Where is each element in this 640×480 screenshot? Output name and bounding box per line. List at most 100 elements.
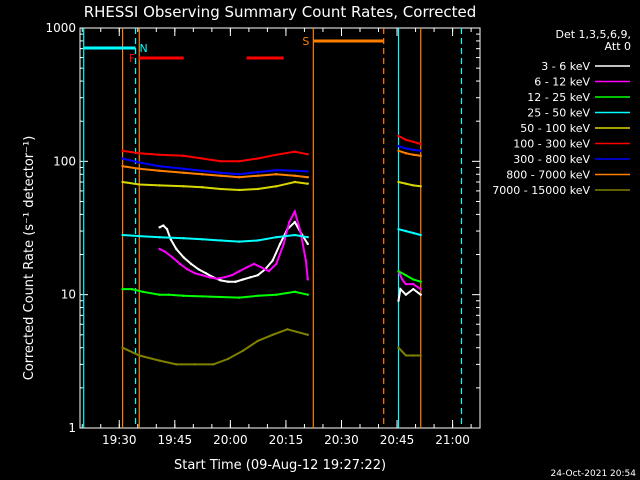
- data-point: [412, 231, 415, 235]
- data-point: [419, 149, 422, 152]
- data-point: [121, 346, 124, 349]
- data-point: [238, 176, 241, 179]
- data-point: [404, 282, 408, 286]
- data-point: [397, 227, 400, 231]
- data-point: [419, 287, 422, 291]
- data-point: [182, 167, 185, 170]
- data-point: [201, 238, 204, 241]
- data-point: [158, 164, 161, 168]
- data-point: [138, 183, 141, 186]
- series-line: [398, 145, 421, 152]
- data-point: [397, 144, 400, 148]
- x-tick-label: 20:15: [269, 433, 304, 447]
- data-point: [189, 262, 193, 266]
- data-point: [249, 276, 252, 279]
- data-point: [256, 174, 259, 177]
- data-point: [293, 290, 297, 294]
- data-point: [223, 276, 226, 279]
- series-line: [122, 328, 309, 366]
- data-point: [219, 279, 222, 282]
- data-point: [138, 161, 141, 164]
- data-point: [138, 152, 141, 155]
- data-point: [238, 296, 241, 299]
- data-point: [121, 287, 124, 291]
- data-point: [293, 210, 297, 213]
- data-point: [404, 138, 408, 142]
- plot-frame: [79, 27, 481, 429]
- data-point: [293, 180, 297, 184]
- data-point: [215, 277, 219, 280]
- data-point: [256, 339, 259, 343]
- data-point: [238, 160, 241, 163]
- data-point: [182, 171, 185, 175]
- data-point: [238, 188, 241, 192]
- timestamp: 24-Oct-2021 20:54: [551, 469, 637, 479]
- legend-label: 50 - 100 keV: [520, 122, 590, 135]
- data-point: [201, 173, 204, 176]
- data-point: [404, 152, 408, 155]
- data-point: [182, 237, 185, 240]
- data-point: [404, 354, 408, 357]
- data-point: [226, 357, 230, 361]
- data-point: [278, 242, 282, 246]
- data-point: [412, 140, 415, 144]
- data-point: [397, 299, 400, 302]
- data-point: [419, 354, 422, 357]
- data-point: [182, 154, 185, 158]
- data-point: [241, 349, 245, 352]
- data-point: [412, 184, 415, 187]
- data-point: [412, 282, 415, 286]
- data-point: [306, 242, 309, 246]
- data-point: [238, 240, 241, 243]
- data-point: [256, 294, 259, 298]
- data-point: [282, 242, 285, 246]
- data-point: [267, 269, 271, 273]
- chart-title: RHESSI Observing Summary Count Rates, Co…: [84, 3, 477, 21]
- data-point: [219, 295, 222, 299]
- data-point: [158, 247, 161, 251]
- legend-label: 100 - 300 keV: [513, 138, 590, 151]
- data-point: [175, 363, 178, 366]
- data-point: [275, 168, 278, 172]
- data-point: [404, 147, 408, 150]
- data-point: [245, 266, 248, 269]
- data-point: [412, 153, 415, 156]
- series-line: [398, 149, 421, 157]
- data-point: [182, 256, 185, 259]
- legend-label: 7000 - 15000 keV: [492, 184, 590, 197]
- data-point: [234, 280, 237, 283]
- data-point: [288, 220, 291, 224]
- data-point: [293, 233, 297, 237]
- data-point: [306, 176, 309, 179]
- data-point: [230, 273, 234, 277]
- data-point: [404, 293, 408, 296]
- data-point: [306, 278, 309, 281]
- data-point: [208, 276, 211, 279]
- legend-label: 25 - 50 keV: [527, 107, 590, 120]
- data-point: [256, 187, 259, 191]
- data-point: [162, 224, 165, 227]
- x-tick-label: 19:45: [158, 433, 193, 447]
- data-point: [412, 354, 415, 357]
- data-point: [130, 287, 134, 291]
- data-point: [293, 169, 297, 172]
- data-point: [158, 293, 161, 296]
- legend-header: Det 1,3,5,6,9,Att 0: [555, 28, 631, 53]
- data-point: [201, 295, 204, 298]
- y-tick-label: 1: [68, 421, 76, 435]
- data-point: [201, 157, 204, 160]
- data-point: [219, 174, 222, 177]
- data-point: [121, 180, 124, 184]
- data-point: [241, 278, 245, 281]
- data-point: [399, 287, 402, 291]
- data-point: [219, 171, 222, 175]
- y-axis-label: Corrected Count Rate (s⁻¹ detector⁻¹): [22, 136, 37, 381]
- data-point: [286, 328, 289, 331]
- y-tick-label: 10: [61, 288, 76, 302]
- data-point: [121, 157, 124, 160]
- y-tick-label: 1000: [45, 21, 76, 35]
- data-point: [238, 269, 241, 273]
- data-point: [260, 266, 263, 269]
- data-point: [419, 154, 422, 158]
- data-point: [219, 187, 222, 191]
